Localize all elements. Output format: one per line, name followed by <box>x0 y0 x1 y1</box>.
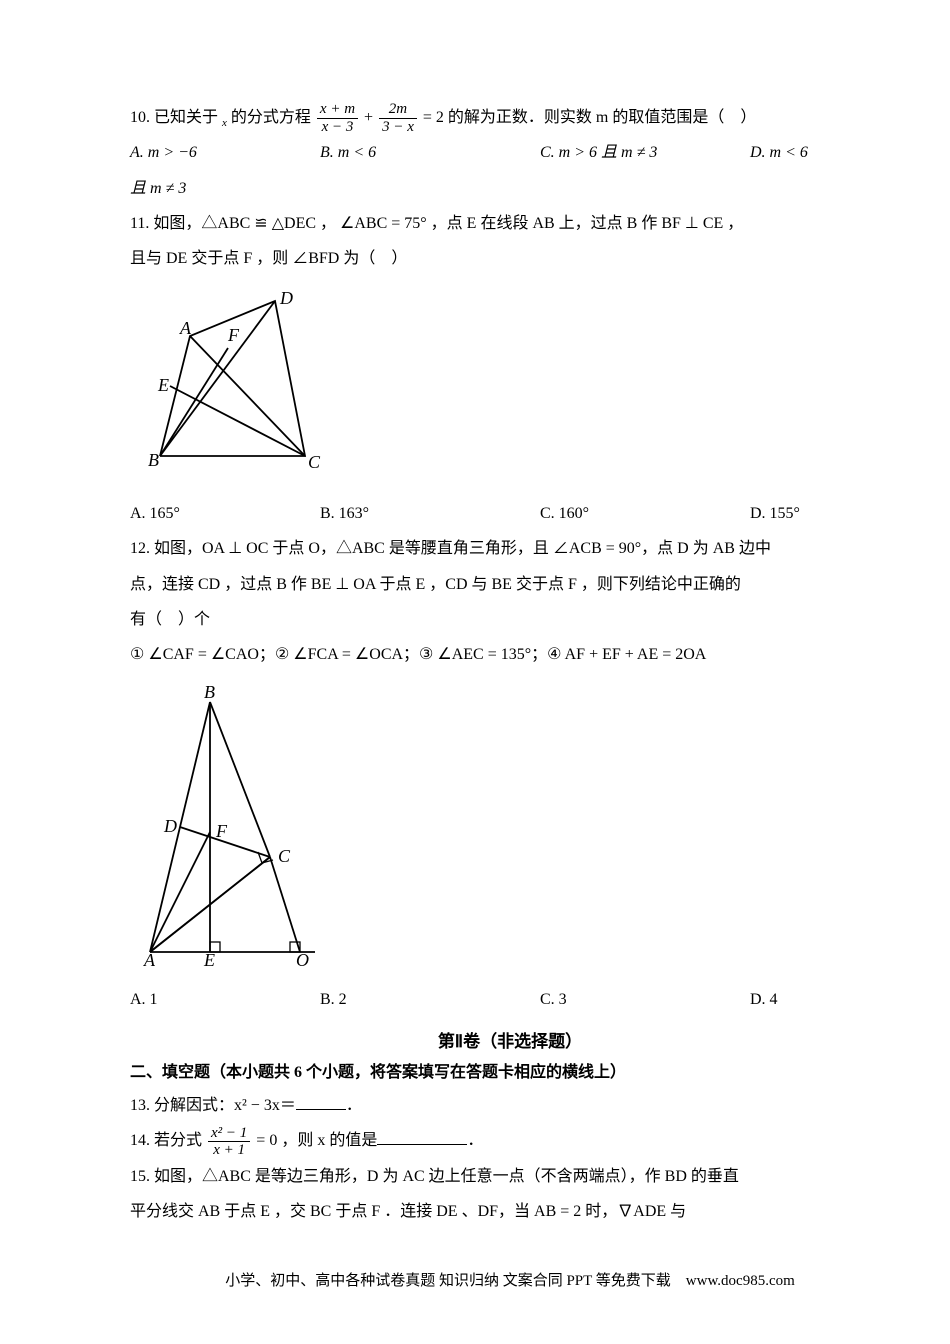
q11-opt-a: A. 165° <box>130 496 320 531</box>
q12-figure: A B C D E F O <box>140 682 890 972</box>
q12-stem2: 点，连接 CD ，过点 B 作 BE ⊥ OA 于点 E ，CD 与 BE 交于… <box>130 567 890 602</box>
q12-label-A: A <box>143 950 156 970</box>
q12-stem3: 有（ ）个 <box>130 602 890 637</box>
q12-label-F: F <box>215 821 228 841</box>
q15-stem2: 平分线交 AB 于点 E ，交 BC 于点 F ．连接 DE 、DF，当 AB … <box>130 1194 890 1229</box>
q11-options: A. 165° B. 163° C. 160° D. 155° <box>130 496 890 531</box>
q14-frac: x² − 1 x + 1 <box>208 1125 250 1159</box>
q10-stem: 10. 已知关于 x 的分式方程 x + m x − 3 + 2m 3 − x … <box>130 100 890 135</box>
q10-frac1: x + m x − 3 <box>317 101 358 135</box>
q11-label-B: B <box>148 450 159 470</box>
q12-label-C: C <box>278 846 291 866</box>
q11-label-D: D <box>279 288 293 308</box>
q14-blank <box>377 1131 467 1145</box>
q12-options: A. 1 B. 2 C. 3 D. 4 <box>130 982 890 1017</box>
q13-blank <box>296 1096 346 1110</box>
q11-opt-d: D. 155° <box>750 496 890 531</box>
q12-label-E: E <box>203 950 215 970</box>
q10-opt-d: D. m < 6 <box>750 135 890 170</box>
q11-label-A: A <box>179 318 192 338</box>
q11-stem1: 11. 如图，△ABC ≌ △DEC ， ∠ABC = 75° ，点 E 在线段… <box>130 206 890 241</box>
q14-mid: = 0 ，则 x 的值是 <box>256 1132 377 1149</box>
q12-opt-a: A. 1 <box>130 982 320 1017</box>
q12-opt-b: B. 2 <box>320 982 540 1017</box>
q11-label-F: F <box>227 325 240 345</box>
q10-mid: 的分式方程 <box>231 109 311 126</box>
q15-stem1: 15. 如图，△ABC 是等边三角形，D 为 AC 边上任意一点（不含两端点），… <box>130 1159 890 1194</box>
footer: 小学、初中、高中各种试卷真题 知识归纳 文案合同 PPT 等免费下载 www.d… <box>130 1269 890 1290</box>
q12-label-D: D <box>163 816 177 836</box>
q10-var: x <box>222 117 227 129</box>
q10-frac2: 2m 3 − x <box>379 101 417 135</box>
q11-stem2: 且与 DE 交于点 F ，则 ∠BFD 为（ ） <box>130 241 890 276</box>
q11-figure: A B C D E F <box>140 286 890 486</box>
q14-line: 14. 若分式 x² − 1 x + 1 = 0 ，则 x 的值是 ． <box>130 1123 890 1158</box>
q11-opt-c: C. 160° <box>540 496 750 531</box>
q12-label-B: B <box>204 682 215 702</box>
q11-opt-b: B. 163° <box>320 496 540 531</box>
q10-opt-b: B. m < 6 <box>320 135 540 170</box>
q11-label-E: E <box>157 375 169 395</box>
q10-options: A. m > −6 B. m < 6 C. m > 6 且 m ≠ 3 D. m… <box>130 135 890 170</box>
q10-plus: + <box>364 109 373 126</box>
q12-opt-d: D. 4 <box>750 982 890 1017</box>
q14-prefix: 14. 若分式 <box>130 1132 202 1149</box>
q10-opt-c: C. m > 6 且 m ≠ 3 <box>540 135 750 170</box>
section2-sub: 二、填空题（本小题共 6 个小题，将答案填写在答题卡相应的横线上） <box>130 1058 890 1082</box>
section2-title: 第Ⅱ卷（非选择题） <box>130 1027 890 1052</box>
q13-line: 13. 分解因式：x² − 3x＝ ． <box>130 1088 890 1123</box>
q12-label-O: O <box>296 950 309 970</box>
q12-stem4: ① ∠CAF = ∠CAO；② ∠FCA = ∠OCA；③ ∠AEC = 135… <box>130 637 890 672</box>
q10-opt-a: A. m > −6 <box>130 135 320 170</box>
q10-eq: = 2 的解为正数．则实数 m 的取值范围是（ ） <box>423 109 756 126</box>
q14-end: ． <box>467 1132 483 1149</box>
q13-end: ． <box>346 1097 362 1114</box>
q11-label-C: C <box>308 452 321 472</box>
q13-stem: 13. 分解因式：x² − 3x＝ <box>130 1097 296 1114</box>
q10-extra: 且 m ≠ 3 <box>130 171 890 206</box>
q12-opt-c: C. 3 <box>540 982 750 1017</box>
q10-prefix: 10. 已知关于 <box>130 109 218 126</box>
q12-stem1: 12. 如图，OA ⊥ OC 于点 O，△ABC 是等腰直角三角形，且 ∠ACB… <box>130 531 890 566</box>
